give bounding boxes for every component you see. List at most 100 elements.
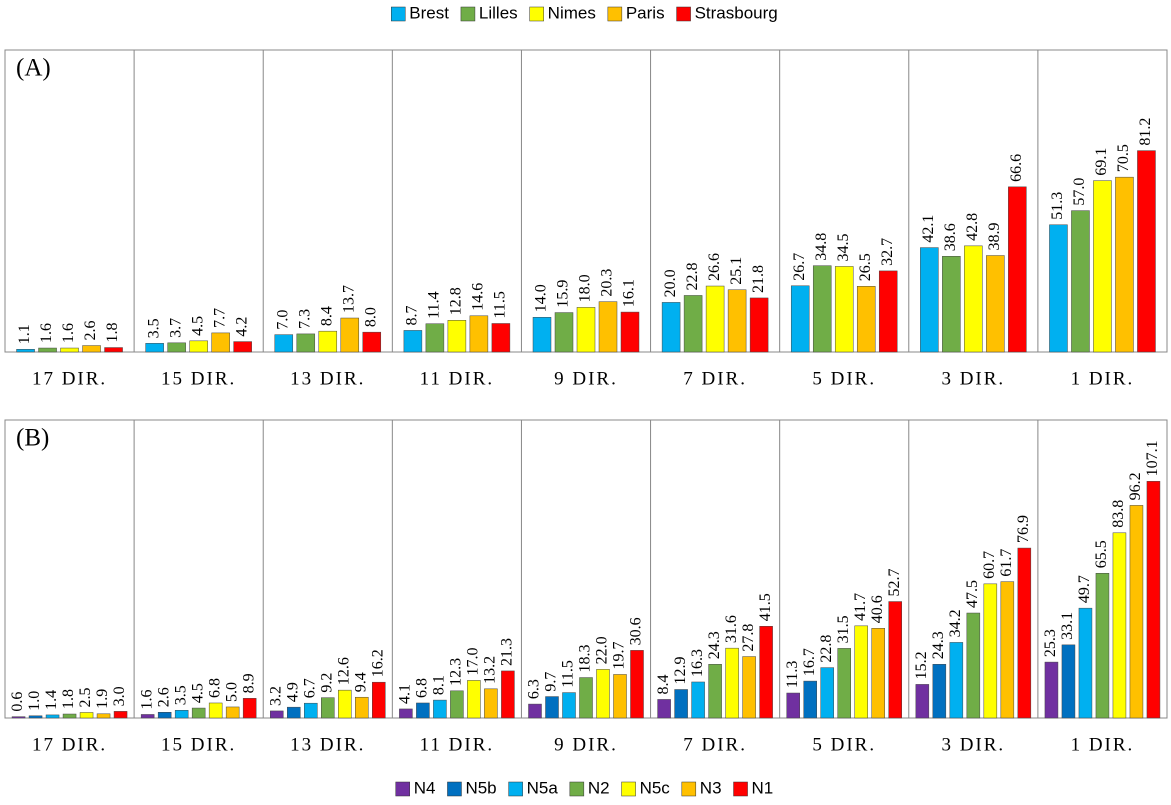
data-label: 2.5 (77, 687, 94, 707)
legend-swatch (676, 6, 691, 22)
data-label: 31.6 (723, 615, 740, 643)
data-label: 38.6 (942, 223, 959, 251)
data-label: 15.2 (913, 651, 930, 679)
data-label: 22.8 (818, 635, 835, 663)
legend-label: Nimes (548, 3, 596, 22)
category-label: 3 DIR. (941, 368, 1005, 389)
bar (304, 702, 318, 719)
bar (661, 302, 681, 353)
bar (1095, 572, 1110, 719)
bar (532, 317, 552, 353)
bar (242, 698, 257, 719)
data-label: 3.7 (167, 318, 184, 338)
bar (683, 295, 703, 353)
bar (983, 583, 998, 719)
data-label: 42.8 (964, 213, 981, 241)
data-label: 41.5 (757, 593, 774, 621)
bar (786, 692, 800, 719)
panel-title: (B) (16, 425, 49, 452)
category-label: 15 DIR. (161, 368, 236, 389)
bar (596, 669, 610, 719)
data-label: 2.6 (155, 687, 172, 707)
category-label: 13 DIR. (290, 368, 365, 389)
bar (1115, 176, 1134, 353)
bar (1146, 481, 1161, 719)
bar (270, 710, 284, 719)
data-label: 12.6 (335, 657, 352, 685)
data-label: 30.6 (628, 617, 645, 645)
legend-swatch (529, 6, 544, 22)
data-label: 12.8 (448, 287, 465, 315)
bar (598, 301, 618, 353)
bar (11, 716, 26, 719)
bar (562, 692, 576, 719)
data-label: 61.7 (998, 549, 1015, 577)
data-label: 16.1 (621, 279, 638, 307)
legend-label: Strasbourg (695, 3, 778, 22)
data-label: 7.0 (274, 310, 291, 330)
data-label: 13.2 (482, 656, 499, 684)
bar (338, 689, 352, 719)
bar (191, 707, 206, 719)
bar (62, 713, 77, 719)
data-label: 40.6 (869, 595, 886, 623)
bar (96, 713, 111, 719)
bar (321, 697, 335, 719)
bar (140, 714, 155, 719)
bar (1008, 186, 1027, 353)
bar (167, 342, 186, 353)
bar (986, 255, 1005, 353)
legend-label: N2 (588, 778, 610, 797)
bar (79, 712, 94, 719)
data-label: 0.6 (9, 692, 26, 712)
bar (399, 708, 413, 719)
bar (949, 642, 964, 719)
bar (113, 711, 128, 719)
legend-label: N4 (414, 778, 436, 797)
data-label: 34.8 (813, 233, 830, 261)
bar (727, 289, 747, 353)
bar (657, 699, 671, 719)
data-label: 21.3 (499, 638, 516, 666)
legend-label: N3 (700, 778, 722, 797)
bar (274, 334, 294, 353)
legend-swatch (569, 781, 585, 797)
bar (233, 341, 252, 353)
data-label: 83.8 (1110, 500, 1127, 528)
bar (942, 256, 961, 353)
data-label: 4.2 (233, 317, 250, 337)
data-label: 11.5 (492, 291, 509, 318)
bar (372, 681, 386, 719)
legend-swatch (508, 781, 523, 797)
legend-swatch (621, 781, 636, 797)
legend-label: Brest (409, 3, 449, 22)
bar (888, 601, 902, 719)
data-label: 65.5 (1093, 540, 1110, 568)
data-label: 33.1 (1059, 612, 1076, 640)
data-label: 8.4 (318, 306, 335, 326)
bar (725, 647, 739, 719)
bar (174, 710, 189, 719)
data-label: 1.4 (43, 690, 60, 710)
category-label: 1 DIR. (1071, 368, 1135, 389)
legend-swatch (390, 6, 406, 22)
data-label: 6.3 (526, 679, 543, 699)
bar (834, 266, 854, 353)
category-label: 1 DIR. (1071, 734, 1135, 755)
bar (878, 270, 898, 353)
data-label: 38.9 (986, 223, 1003, 251)
bar (38, 347, 57, 353)
bar (749, 297, 769, 353)
data-label: 2.6 (82, 321, 99, 341)
bar (1129, 505, 1144, 719)
bar (16, 349, 35, 353)
data-label: 69.1 (1093, 148, 1110, 176)
data-label: 76.9 (1015, 515, 1032, 543)
bar (1137, 150, 1156, 353)
data-label: 16.2 (369, 649, 386, 677)
data-label: 1.8 (60, 689, 77, 709)
bar (425, 323, 445, 353)
data-label: 3.2 (267, 686, 284, 706)
data-label: 42.1 (920, 215, 937, 243)
